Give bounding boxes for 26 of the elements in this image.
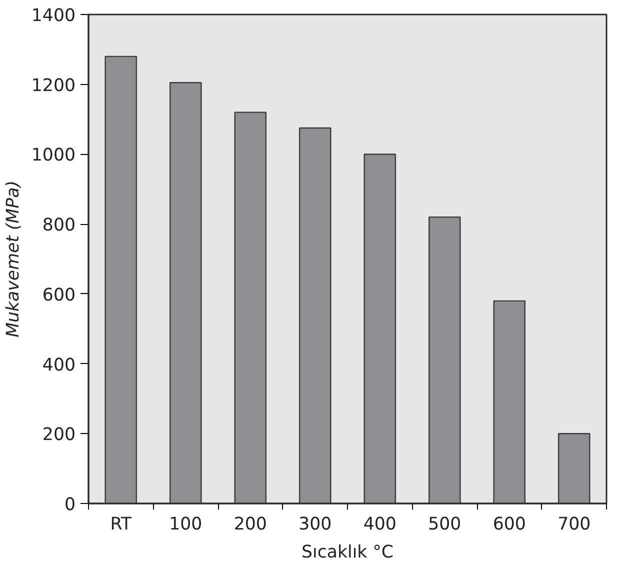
bar [428, 216, 461, 504]
y-axis-title: Mukavemet (MPa) [3, 180, 24, 338]
bar [364, 154, 396, 504]
y-tick-label: 0 [64, 495, 76, 515]
x-tick-label: 100 [169, 514, 202, 534]
bar [558, 433, 590, 504]
x-tick-label: 500 [428, 514, 462, 534]
x-tick-label: 200 [234, 514, 267, 534]
y-tick-label: 800 [42, 216, 76, 236]
x-axis-title: Sıcaklık °C [302, 542, 394, 562]
y-tick-label: 1200 [31, 76, 76, 96]
y-tick-label: 400 [42, 355, 76, 376]
bar [298, 127, 332, 504]
y-tick-label: 200 [42, 425, 76, 446]
bar [493, 300, 526, 504]
y-tick-label: 1400 [31, 6, 76, 26]
x-tick-label: 600 [492, 514, 526, 534]
x-tick-label: 300 [298, 514, 332, 534]
x-tick-label: 700 [558, 514, 591, 534]
x-tick-label: 400 [363, 514, 396, 534]
x-tick-label: RT [110, 514, 132, 534]
bar [234, 112, 267, 504]
y-tick-label: 1000 [31, 146, 76, 166]
y-tick-label: 600 [42, 285, 76, 306]
bar [169, 82, 202, 504]
bar [104, 56, 138, 504]
